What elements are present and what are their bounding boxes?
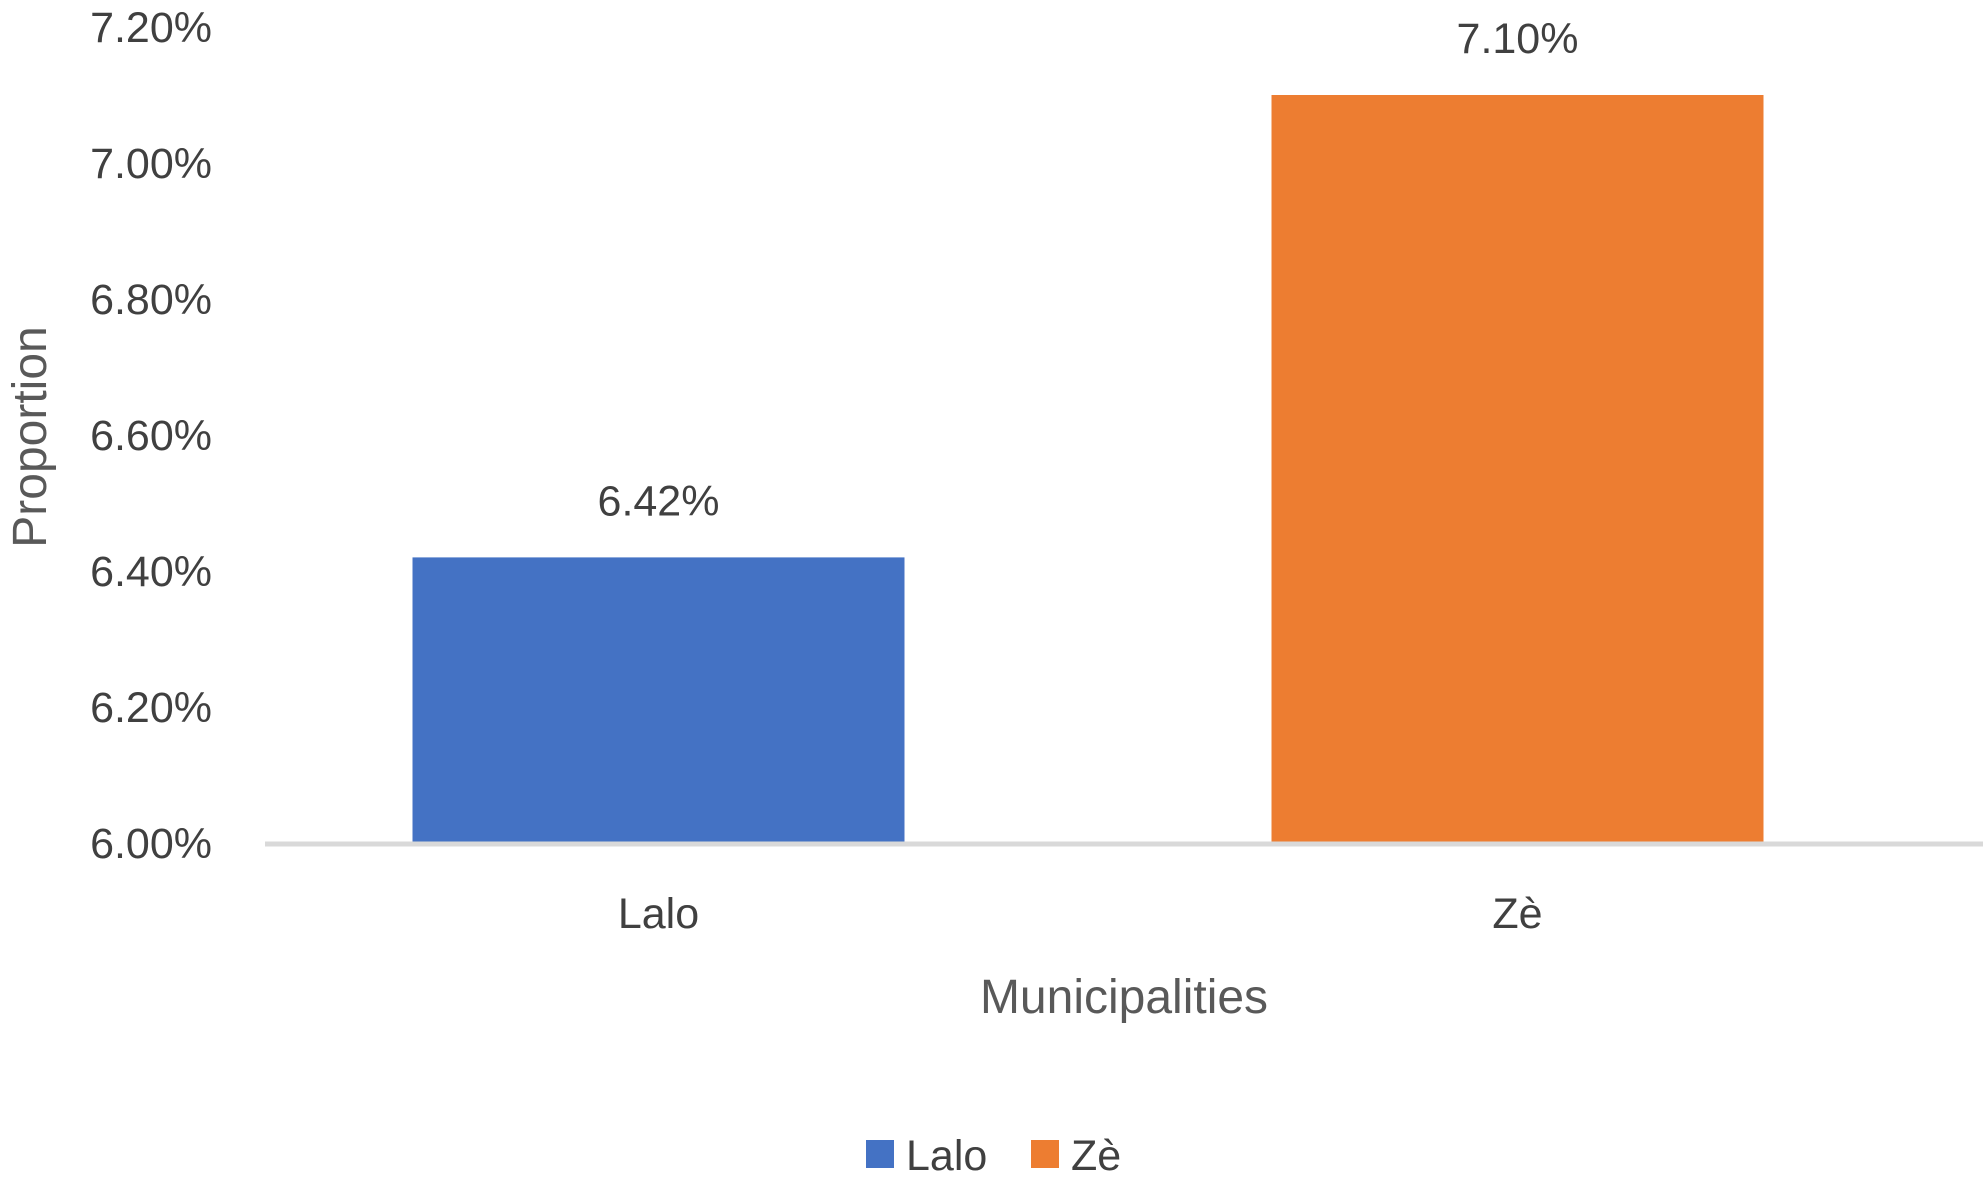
legend-label: Lalo [906, 1132, 987, 1180]
legend-label: Zè [1071, 1132, 1121, 1180]
y-tick-label: 7.20% [90, 4, 212, 52]
y-tick-label: 6.60% [90, 412, 212, 460]
bar-2 [1271, 95, 1764, 843]
y-tick-label: 6.20% [90, 684, 212, 732]
legend: Lalo Zè [866, 1132, 1121, 1180]
x-category-label: Lalo [618, 890, 699, 938]
y-tick-label: 6.40% [90, 548, 212, 596]
bars [412, 95, 1764, 843]
y-axis-ticks: 6.00% 6.20% 6.40% 6.60% 6.80% 7.00% 7.20% [90, 4, 212, 868]
bar-1 [412, 557, 905, 843]
x-axis-categories: Lalo Zè [618, 890, 1543, 938]
data-label: 6.42% [598, 477, 720, 525]
data-label: 7.10% [1457, 15, 1579, 63]
y-tick-label: 6.00% [90, 820, 212, 868]
y-tick-label: 7.00% [90, 140, 212, 188]
y-tick-label: 6.80% [90, 276, 212, 324]
data-labels: 6.42% 7.10% [598, 15, 1579, 525]
x-axis-title: Municipalities [980, 971, 1268, 1024]
y-axis-title: Proportion [4, 326, 57, 547]
x-category-label: Zè [1492, 890, 1542, 938]
legend-swatch [1031, 1140, 1059, 1168]
legend-swatch [866, 1140, 894, 1168]
